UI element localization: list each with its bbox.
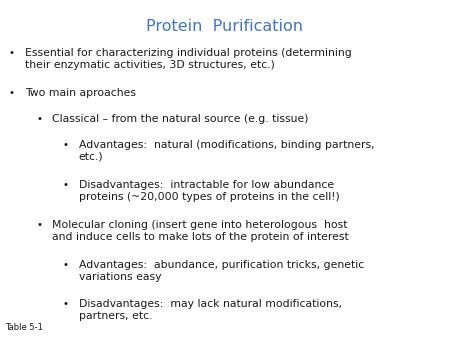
Text: Essential for characterizing individual proteins (determining
their enzymatic ac: Essential for characterizing individual … — [25, 48, 351, 70]
Text: Classical – from the natural source (e.g. tissue): Classical – from the natural source (e.g… — [52, 114, 308, 124]
Text: Protein  Purification: Protein Purification — [147, 19, 303, 33]
Text: •: • — [63, 299, 69, 310]
Text: •: • — [36, 114, 42, 124]
Text: •: • — [8, 48, 14, 58]
Text: Advantages:  natural (modifications, binding partners,
etc.): Advantages: natural (modifications, bind… — [79, 140, 374, 162]
Text: Two main aproaches: Two main aproaches — [25, 88, 136, 98]
Text: Molecular cloning (insert gene into heterologous  host
and induce cells to make : Molecular cloning (insert gene into hete… — [52, 220, 348, 242]
Text: Table 5-1: Table 5-1 — [5, 323, 43, 332]
Text: Disadvantages:  intractable for low abundance
proteins (~20,000 types of protein: Disadvantages: intractable for low abund… — [79, 180, 339, 202]
Text: •: • — [63, 260, 69, 270]
Text: •: • — [36, 220, 42, 230]
Text: •: • — [8, 88, 14, 98]
Text: Disadvantages:  may lack natural modifications,
partners, etc.: Disadvantages: may lack natural modifica… — [79, 299, 342, 321]
Text: •: • — [63, 140, 69, 150]
Text: Advantages:  abundance, purification tricks, genetic
variations easy: Advantages: abundance, purification tric… — [79, 260, 364, 282]
Text: •: • — [63, 180, 69, 190]
